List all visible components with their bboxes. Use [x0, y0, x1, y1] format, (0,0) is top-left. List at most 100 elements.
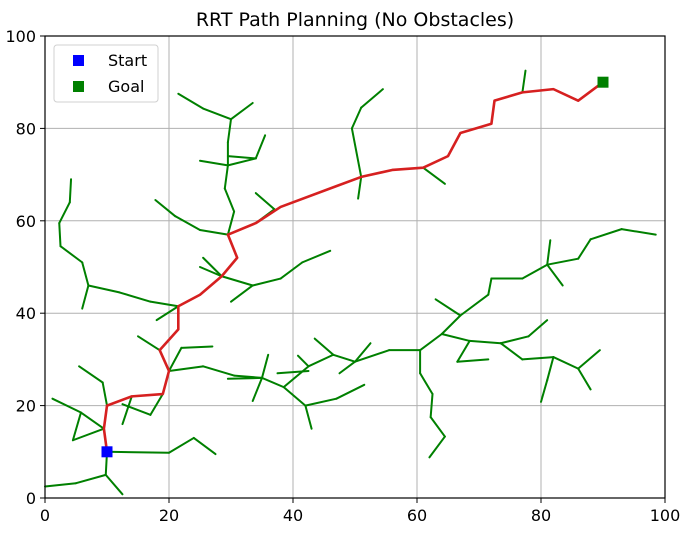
start-marker: [101, 446, 113, 458]
grid: [44, 35, 666, 499]
tree-edge: [307, 353, 335, 368]
x-tick-label: 40: [283, 506, 303, 525]
tree-edge: [296, 354, 310, 368]
tree-edge: [223, 164, 229, 190]
tree-edge: [168, 365, 205, 372]
tree-edge: [456, 339, 471, 363]
tree-edge: [149, 300, 180, 308]
tree-edge: [338, 360, 356, 375]
tree-edge: [226, 118, 232, 144]
tree-edge: [459, 293, 490, 317]
tree-edge: [226, 155, 257, 160]
y-tick-label: 80: [16, 119, 36, 138]
x-tick-label: 100: [650, 506, 681, 525]
tree-edge: [137, 335, 161, 352]
tree-edge: [261, 376, 285, 389]
chart-title: RRT Path Planning (No Obstacles): [196, 9, 514, 31]
tree-edge: [354, 342, 372, 363]
tree-edge: [428, 435, 446, 459]
x-tick-label: 80: [531, 506, 551, 525]
tree-edge: [71, 411, 82, 442]
tree-edge: [226, 376, 263, 380]
tree-edge: [223, 187, 236, 213]
tree-edge: [202, 107, 232, 121]
tree-edge: [75, 473, 107, 485]
tree-edge: [261, 353, 270, 379]
tree-edge: [199, 159, 229, 167]
tree-edge: [168, 436, 195, 454]
tree-edge: [68, 178, 73, 204]
tree-edge: [546, 239, 552, 266]
tree-edge: [354, 349, 391, 363]
axis-ticks: 0 20 40 60 80 100 0 20 40 60 80 100: [5, 27, 680, 525]
tree-edge: [58, 201, 71, 225]
legend-marker: [73, 81, 84, 92]
tree-edge: [429, 393, 434, 419]
tree-edge: [155, 305, 180, 322]
y-tick-label: 40: [16, 304, 36, 323]
rrt-path: [102, 80, 605, 454]
tree-edge: [177, 92, 205, 110]
tree-edge: [254, 192, 276, 211]
tree-edge: [521, 69, 527, 94]
tree-edge: [527, 319, 549, 338]
tree-edge: [282, 365, 310, 389]
path-line: [102, 80, 605, 454]
tree-edge: [101, 381, 108, 407]
tree-edge: [468, 339, 502, 345]
tree-edge: [301, 249, 332, 264]
legend-label: Start: [108, 51, 147, 70]
tree-edge: [226, 157, 257, 167]
y-tick-label: 60: [16, 212, 36, 231]
tree-edge: [499, 335, 530, 345]
tree-edge: [149, 393, 164, 416]
x-tick-label: 0: [40, 506, 50, 525]
tree-edge: [552, 356, 580, 370]
tree-edge: [440, 314, 462, 335]
tree-edge: [440, 332, 471, 342]
tree-edge: [104, 473, 124, 496]
tree-edge: [304, 404, 313, 430]
tree-edge: [202, 365, 236, 377]
tree-edge: [350, 127, 363, 178]
tree-edge: [546, 257, 580, 266]
x-tick-label: 60: [407, 506, 427, 525]
tree-edge: [279, 261, 304, 280]
tree-edge: [499, 342, 524, 361]
tree-edge: [350, 106, 363, 130]
tree-edge: [81, 284, 90, 310]
tree-edge: [79, 411, 105, 430]
tree-edge: [192, 436, 217, 456]
tree-edge: [199, 266, 223, 278]
tree-edge: [546, 356, 555, 382]
legend-label: Goal: [108, 77, 144, 96]
tree-edge: [81, 261, 90, 287]
tree-edge: [168, 346, 183, 372]
tree-edge: [577, 238, 592, 260]
tree-edge: [71, 427, 105, 442]
goal-marker: [597, 76, 609, 88]
legend: Start Goal: [53, 44, 159, 103]
tree-edge: [180, 345, 214, 349]
tree-edge: [546, 263, 564, 287]
tree-edge: [422, 166, 446, 185]
tree-edge: [226, 210, 236, 236]
tree-edge: [521, 356, 555, 361]
tree-edge: [87, 284, 121, 294]
tree-edge: [577, 349, 601, 370]
y-tick-label: 0: [26, 489, 36, 508]
tree-edge: [304, 397, 338, 407]
tree-edge: [521, 263, 549, 280]
tree-edge: [199, 229, 229, 236]
tree-edge: [106, 450, 170, 454]
tree-edge: [540, 379, 549, 403]
tree-edge: [429, 416, 446, 438]
tree-edge: [276, 369, 310, 375]
plot-frame: [44, 35, 666, 499]
tree-edge: [419, 332, 443, 352]
legend-marker: [73, 55, 84, 66]
tree-edge: [121, 395, 133, 426]
tree-edge: [251, 277, 282, 287]
tree-edge: [419, 372, 434, 396]
